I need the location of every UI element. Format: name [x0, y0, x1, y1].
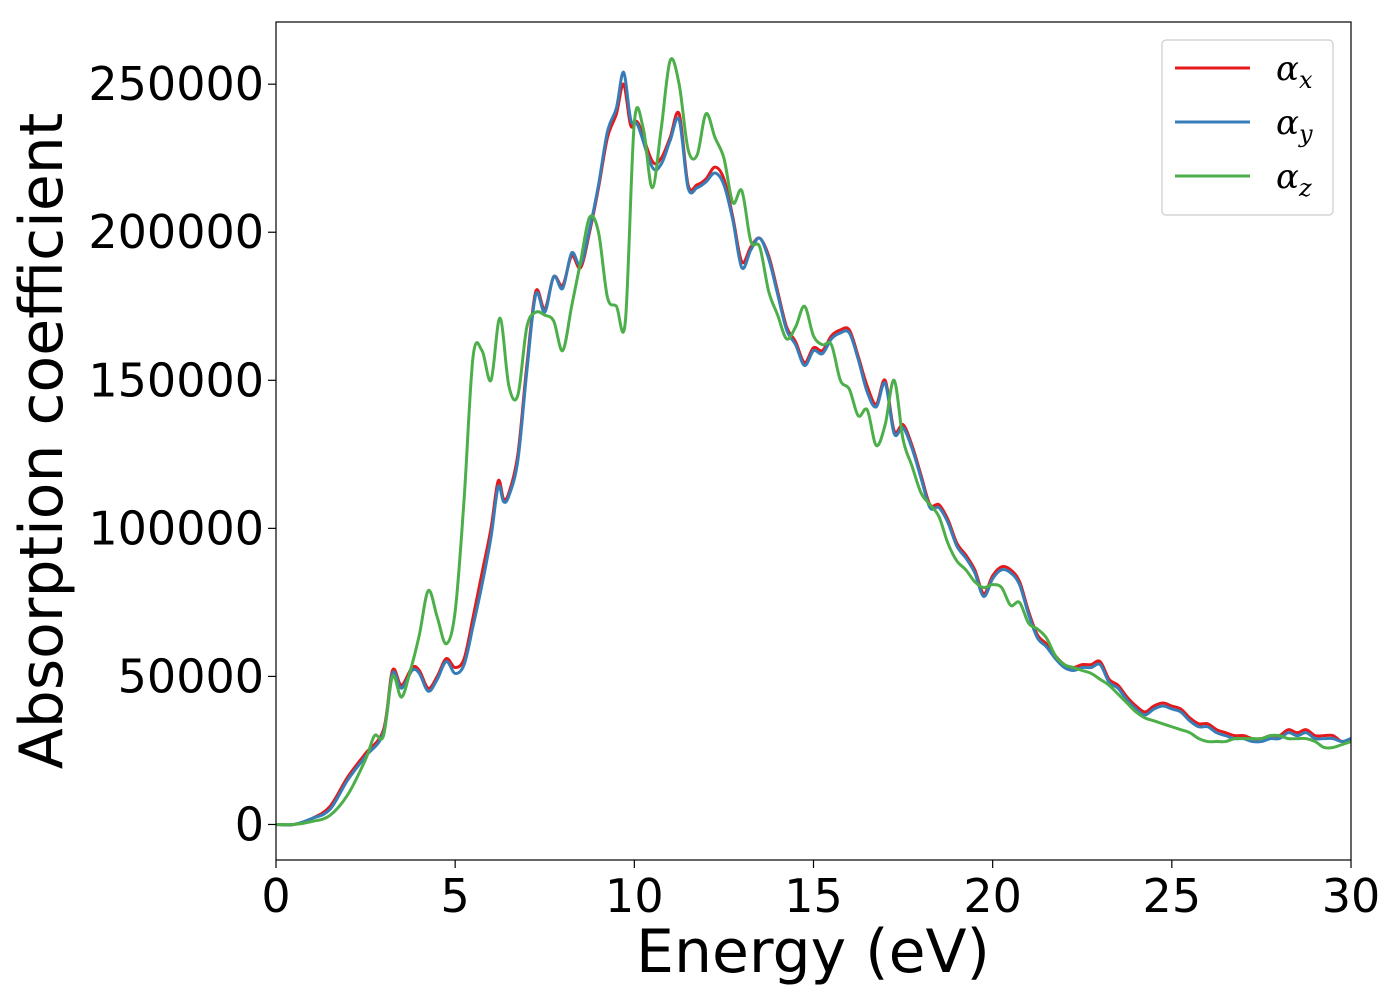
x-tick-label: 30: [1322, 869, 1381, 923]
series-layer: [276, 57, 1351, 827]
y-tick-label: 50000: [118, 649, 264, 703]
y-tick-label: 250000: [88, 57, 264, 111]
legend-label-x: αx: [1276, 49, 1313, 94]
y-axis-title: Absorption coefficient: [7, 113, 77, 770]
y-tick-label: 100000: [88, 501, 264, 555]
legend-label-z: αz: [1276, 157, 1312, 202]
series-line-z: [276, 57, 1351, 827]
x-tick-label: 5: [441, 869, 470, 923]
x-axis: 0 5 10 15 20 25 30: [261, 860, 1380, 923]
y-tick-label: 150000: [88, 353, 264, 407]
x-tick-label: 15: [784, 869, 843, 923]
y-tick-label: 200000: [88, 205, 264, 259]
y-axis: 0 50000 100000 150000 200000 250000: [88, 57, 276, 851]
y-tick-label: 0: [235, 797, 264, 851]
series-line-x: [276, 82, 1351, 827]
x-axis-title: Energy (eV): [636, 917, 990, 987]
legend: αx αy αz: [1161, 39, 1334, 216]
legend-label-y: αy: [1276, 103, 1313, 148]
legend-box: [1161, 39, 1334, 216]
x-tick-label: 0: [261, 869, 290, 923]
x-tick-label: 10: [605, 869, 664, 923]
x-tick-label: 25: [1143, 869, 1202, 923]
x-tick-label: 20: [963, 869, 1022, 923]
series-line-y: [276, 70, 1351, 827]
